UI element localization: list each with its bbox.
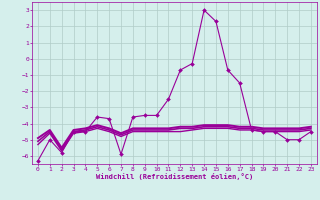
X-axis label: Windchill (Refroidissement éolien,°C): Windchill (Refroidissement éolien,°C) [96,173,253,180]
